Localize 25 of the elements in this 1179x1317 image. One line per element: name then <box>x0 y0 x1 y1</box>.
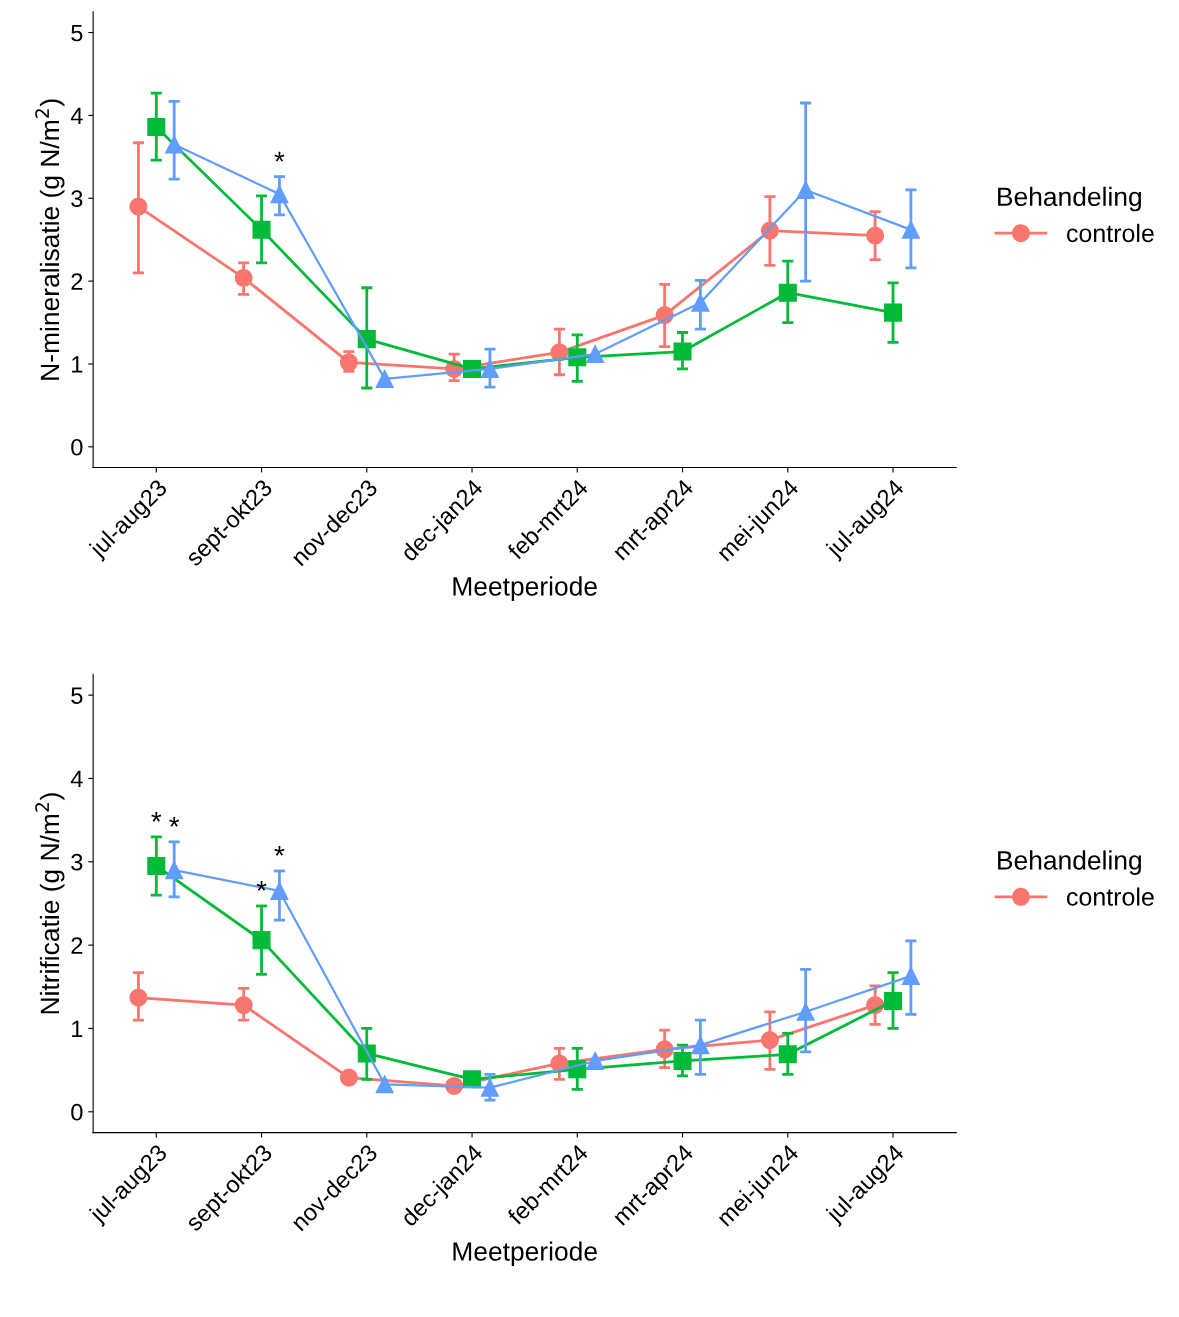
y-tick-label: 0 <box>71 438 83 456</box>
legend-title: Behandeling <box>998 850 1141 875</box>
x-axis-title: Meetperiode <box>453 576 597 601</box>
y-axis-title: N-mineralisatie (g N/m$^{2}$) <box>35 99 65 380</box>
x-axis-title: Meetperiode <box>453 1241 597 1267</box>
y-axis-title: Nitrificatie (g N/m$^{2}$) <box>35 793 65 1014</box>
data-label: * <box>151 811 162 822</box>
y-tick-label: 1 <box>72 1020 83 1038</box>
y-tick-label: 3 <box>71 853 83 871</box>
data-label: * <box>274 151 285 162</box>
data-label: * <box>256 881 267 891</box>
y-tick-label: 2 <box>71 937 83 954</box>
y-tick-label: 4 <box>70 107 83 124</box>
data-label: * <box>169 816 180 827</box>
y-tick-label: 1 <box>72 356 83 373</box>
y-tick-label: 3 <box>71 190 83 208</box>
data-label: * <box>274 846 285 856</box>
y-tick-label: 5 <box>71 687 83 704</box>
y-tick-label: 5 <box>71 24 83 42</box>
legend-title: Behandeling <box>998 186 1141 212</box>
legend-label: controle <box>1066 223 1154 243</box>
y-tick-label: 0 <box>71 1103 83 1121</box>
legend-label: controle <box>1066 887 1154 906</box>
y-tick-label: 2 <box>71 273 83 290</box>
y-tick-label: 4 <box>70 770 83 788</box>
